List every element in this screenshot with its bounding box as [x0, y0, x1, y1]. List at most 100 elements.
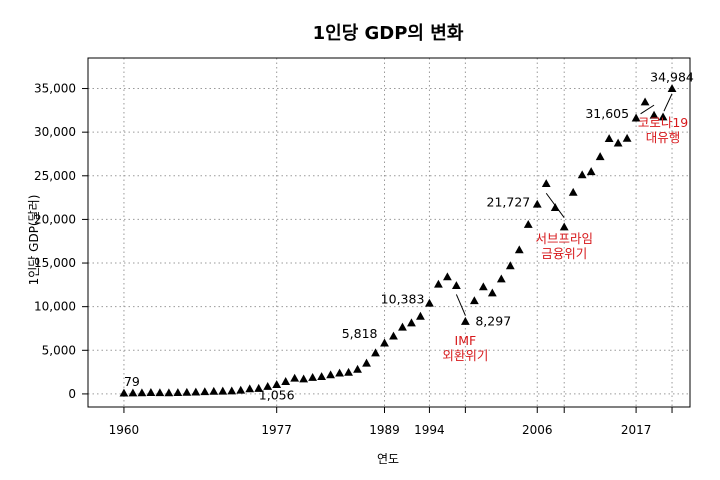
- annotation-text: IMF 외환위기: [442, 333, 488, 363]
- data-point: [568, 187, 578, 196]
- data-point: [649, 110, 659, 119]
- data-point: [487, 288, 497, 297]
- data-point: [523, 220, 533, 228]
- x-tick-label: 1994: [414, 423, 445, 437]
- data-point: [362, 358, 371, 367]
- data-point: [622, 133, 632, 142]
- data-point: [577, 170, 587, 179]
- annotations: IMF 외환위기 서브프라임 금융위기 코로나19 대유행: [442, 115, 688, 363]
- data-point: [398, 322, 407, 331]
- data-point: [164, 388, 174, 397]
- data-point: [335, 368, 344, 377]
- plot-frame: [87, 57, 691, 408]
- data-point: [425, 298, 434, 307]
- annotation-line: 외환위기: [442, 348, 488, 363]
- data-point: [604, 134, 614, 142]
- data-point: [155, 388, 165, 397]
- data-point: [191, 387, 201, 396]
- data-point: [586, 167, 596, 176]
- data-point: [640, 97, 650, 106]
- data-point: [272, 380, 282, 388]
- data-point: [317, 372, 327, 380]
- x-tick-label: 2006: [522, 423, 553, 437]
- data-point: [281, 377, 291, 385]
- data-points: [119, 84, 677, 397]
- data-point: [658, 112, 668, 121]
- data-point: [146, 388, 156, 396]
- data-point: [227, 386, 237, 395]
- data-point: [631, 113, 641, 122]
- y-tick-label: 15,000: [34, 256, 76, 270]
- annotation-text: 서브프라임 금융위기: [535, 231, 593, 261]
- data-point: [290, 373, 300, 382]
- data-point: [434, 279, 443, 288]
- annotation-line: 코로나19: [638, 115, 688, 130]
- data-point: [344, 367, 353, 376]
- data-point: [371, 348, 380, 357]
- data-label: 79: [124, 374, 140, 389]
- annotation-line: 서브프라임: [535, 231, 593, 246]
- x-axis-title: 연도: [377, 452, 399, 466]
- data-label: 34,984: [650, 70, 694, 85]
- y-tick-label: 20,000: [34, 212, 76, 226]
- data-labels: 79 1,056 5,818 10,383 8,297 21,727 31,605 34,98…: [124, 70, 694, 403]
- y-tick-label: 10,000: [34, 300, 76, 314]
- data-point: [218, 386, 228, 395]
- data-point: [496, 274, 506, 283]
- data-point: [407, 318, 416, 327]
- y-tick-label: 35,000: [34, 82, 76, 96]
- axes: 0 5,000 10,000 15,000 20,000 25,000 30,000 35,0…: [34, 82, 673, 437]
- connector-line: [455, 294, 466, 316]
- connector-line: [663, 93, 673, 112]
- data-point: [514, 245, 524, 254]
- connector-line: [640, 104, 655, 115]
- data-label: 8,297: [475, 314, 511, 329]
- data-label: 1,056: [259, 388, 295, 403]
- y-axis-title: 1인당 GDP(달러): [27, 195, 41, 286]
- x-tick-label: 1977: [261, 423, 292, 437]
- y-tick-label: 25,000: [34, 169, 76, 183]
- data-point: [532, 199, 542, 208]
- data-point: [451, 281, 461, 290]
- data-point: [389, 331, 398, 340]
- data-point: [416, 311, 425, 320]
- annotation-line: IMF: [455, 333, 477, 348]
- data-point: [182, 387, 192, 396]
- data-point: [613, 138, 623, 147]
- chart-title: 1인당 GDP의 변화: [313, 23, 464, 44]
- data-point: [137, 388, 147, 397]
- data-point: [353, 364, 362, 373]
- data-label: 21,727: [487, 194, 531, 209]
- x-tick-label: 2017: [621, 423, 652, 437]
- data-point: [667, 84, 677, 92]
- data-point: [505, 261, 515, 270]
- data-point: [299, 374, 309, 383]
- data-point: [308, 372, 318, 381]
- data-label: 5,818: [342, 326, 378, 341]
- data-point: [209, 386, 219, 395]
- data-point: [443, 272, 452, 281]
- data-point: [200, 387, 210, 396]
- data-point: [559, 222, 569, 231]
- annotation-text: 코로나19 대유행: [638, 115, 688, 145]
- y-tick-label: 5,000: [42, 343, 76, 357]
- data-point: [254, 383, 264, 392]
- data-point: [245, 384, 255, 393]
- data-point: [595, 152, 605, 161]
- data-point: [263, 382, 273, 390]
- data-point: [326, 370, 335, 379]
- data-point: [541, 179, 551, 188]
- annotation-connectors: [455, 93, 673, 316]
- data-point: [478, 282, 488, 291]
- data-label: 10,383: [381, 291, 425, 306]
- y-tick-label: 0: [68, 387, 76, 401]
- x-tick-label: 1989: [369, 423, 400, 437]
- data-point: [119, 388, 129, 397]
- annotation-line: 금융위기: [541, 246, 587, 261]
- data-point: [460, 316, 470, 325]
- annotation-line: 대유행: [646, 130, 681, 145]
- data-point: [236, 385, 246, 394]
- connector-line: [545, 192, 565, 218]
- data-point: [173, 388, 183, 397]
